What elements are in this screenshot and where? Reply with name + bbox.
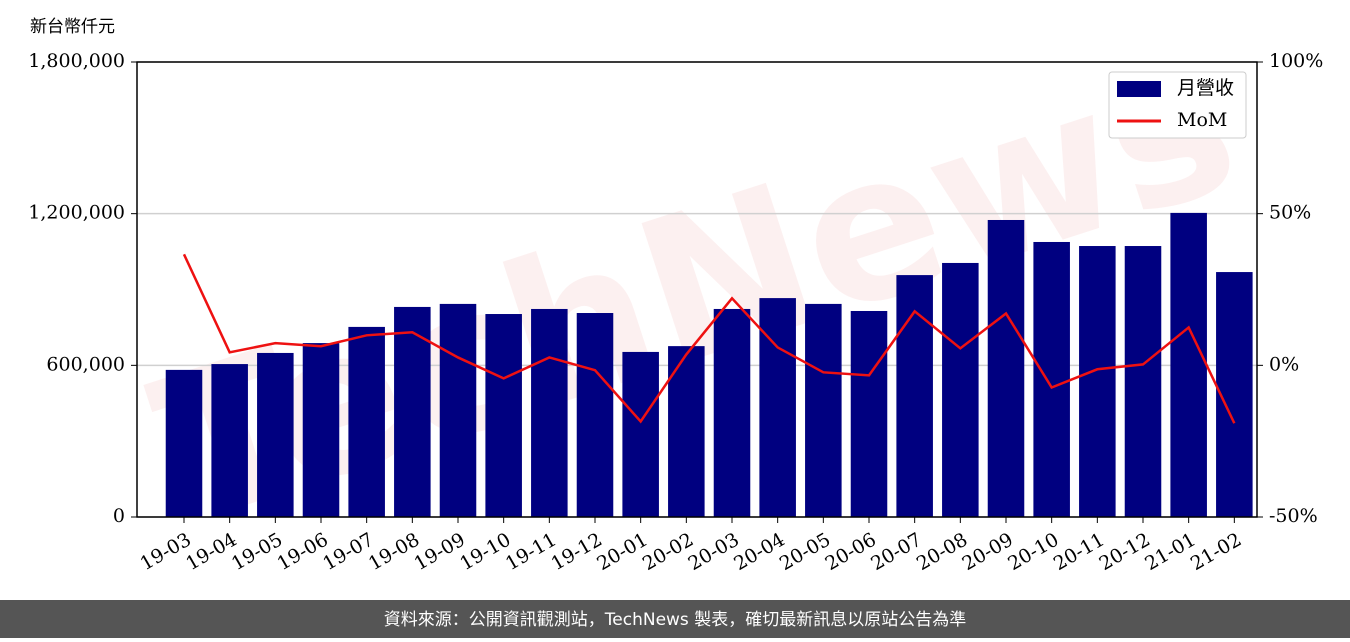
x-tick-label: 20-11 bbox=[1050, 529, 1108, 575]
bar bbox=[1079, 246, 1116, 517]
legend-label: 月營收 bbox=[1177, 77, 1234, 99]
bar bbox=[850, 310, 888, 517]
x-tick-label: 20-03 bbox=[685, 529, 743, 575]
y-tick-label: 0 bbox=[113, 505, 125, 527]
footer: 資料來源：公開資訊觀測站，TechNews 製表，確切最新訊息以原站公告為準 bbox=[384, 610, 966, 630]
bar bbox=[1124, 246, 1162, 517]
bar bbox=[439, 303, 477, 517]
bar bbox=[485, 314, 522, 517]
y-axis-label: 新台幣仟元 bbox=[30, 17, 115, 37]
bar bbox=[165, 369, 203, 517]
bar bbox=[1033, 241, 1070, 517]
x-tick-label: 20-02 bbox=[639, 529, 697, 575]
bar bbox=[896, 275, 933, 517]
line bbox=[182, 253, 1236, 424]
x-tick-label: 20-09 bbox=[959, 529, 1017, 575]
legend-swatch bbox=[1117, 81, 1161, 97]
bar bbox=[622, 351, 659, 517]
x-tick-label: 19-07 bbox=[319, 529, 377, 575]
plot-frame bbox=[136, 61, 1258, 518]
footer-bar bbox=[0, 600, 1350, 638]
x-tick-label: 19-10 bbox=[456, 529, 514, 575]
bar bbox=[987, 219, 1025, 517]
bar bbox=[1170, 212, 1207, 518]
bar bbox=[942, 262, 979, 517]
bar bbox=[759, 298, 796, 517]
y-tick-label: 1,800,000 bbox=[28, 50, 125, 72]
x-tick-label: 19-08 bbox=[365, 529, 423, 575]
x-tick-label: 19-12 bbox=[548, 529, 606, 575]
bar bbox=[713, 308, 751, 517]
bar bbox=[211, 364, 248, 517]
y2-tick-label: 50% bbox=[1269, 202, 1311, 224]
bar bbox=[1216, 272, 1253, 517]
x-tick-label: 20-08 bbox=[913, 529, 971, 575]
x-tick-label: 19-11 bbox=[502, 529, 560, 575]
x-tick-label: 21-01 bbox=[1141, 529, 1199, 575]
x-tick-label: 20-07 bbox=[867, 529, 925, 575]
legend: 月營收 MoM bbox=[1108, 71, 1247, 139]
x-tick-label: 20-01 bbox=[593, 529, 651, 575]
bar bbox=[257, 352, 294, 517]
x-tick-label: 20-05 bbox=[776, 529, 834, 575]
y2-tick-label: 0% bbox=[1269, 353, 1299, 375]
x-tick-label: 21-02 bbox=[1187, 529, 1245, 575]
x-tick-label: 19-03 bbox=[137, 529, 195, 575]
y-tick-label: 600,000 bbox=[46, 353, 125, 375]
y-tick-label: 1,200,000 bbox=[28, 202, 125, 224]
x-tick-label: 20-04 bbox=[730, 529, 788, 575]
x-tick-label: 20-12 bbox=[1096, 529, 1154, 575]
x-tick-label: 19-09 bbox=[411, 529, 469, 575]
y2-tick-label: -50% bbox=[1269, 505, 1318, 527]
legend-label: MoM bbox=[1177, 109, 1227, 131]
bar bbox=[668, 346, 705, 517]
x-tick-label: 20-06 bbox=[822, 529, 880, 575]
bar bbox=[531, 308, 568, 517]
bar bbox=[394, 306, 431, 517]
y2-tick-label: 100% bbox=[1269, 50, 1323, 72]
bar bbox=[348, 326, 385, 517]
bar bbox=[805, 303, 842, 517]
x-tick-label: 20-10 bbox=[1004, 529, 1062, 575]
bar bbox=[302, 343, 340, 517]
bar bbox=[576, 313, 614, 517]
